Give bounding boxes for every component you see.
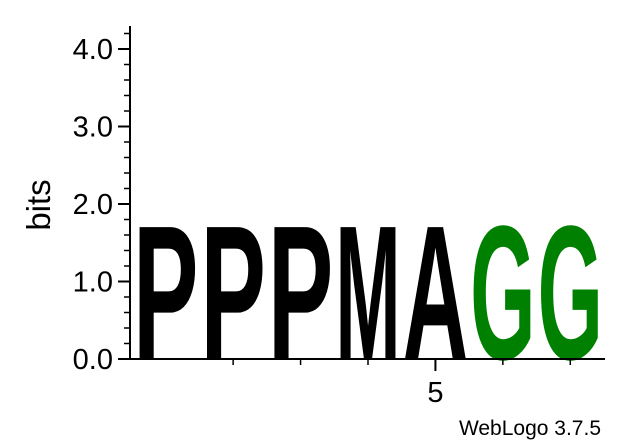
y-axis-title: bits — [20, 179, 57, 230]
y-tick-label: 1.0 — [73, 267, 113, 299]
y-tick-label: 2.0 — [73, 189, 113, 221]
y-tick-label: 0.0 — [73, 344, 113, 376]
x-tick-label: 5 — [427, 377, 443, 409]
logo-letter-G-pos-7: G — [538, 187, 603, 401]
footer-label: WebLogo 3.7.5 — [459, 417, 601, 440]
y-tick-label: 3.0 — [73, 112, 113, 144]
logo-letter-P-pos-2: P — [200, 187, 265, 401]
logo-letter-G-pos-6: G — [470, 187, 535, 401]
logo-letter-P-pos-1: P — [133, 187, 198, 401]
logo-letter-P-pos-3: P — [268, 187, 333, 401]
y-ticks: 0.0 1.0 2.0 3.0 4.0 — [73, 32, 130, 376]
y-tick-label: 4.0 — [73, 34, 113, 66]
logo-letter-M-pos-4: M — [335, 186, 400, 401]
x-ticks: 5 — [232, 359, 572, 409]
